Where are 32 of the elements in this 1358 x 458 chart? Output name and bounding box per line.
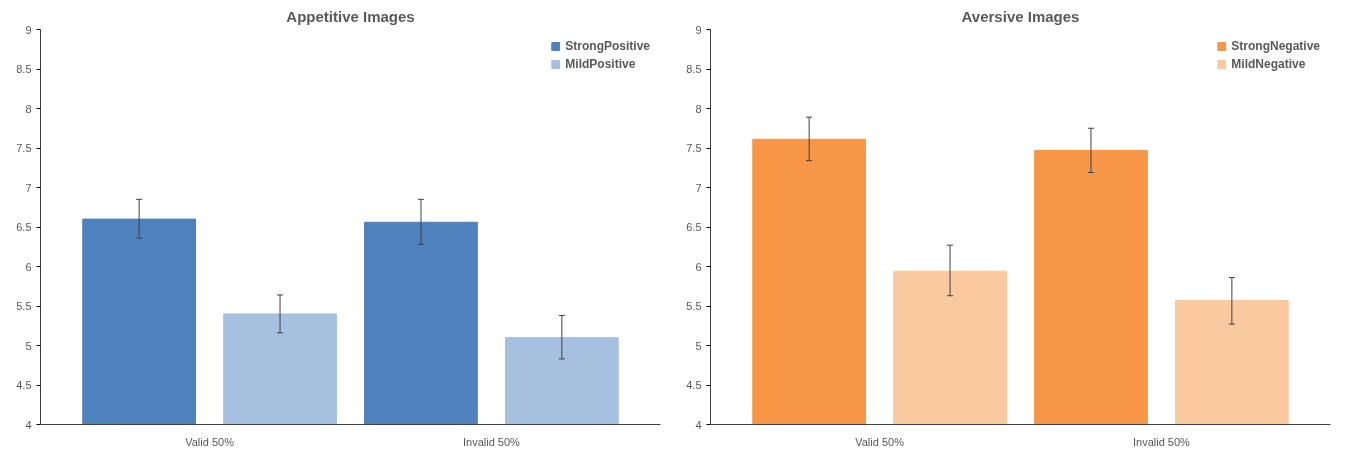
y-tick-label: 5.5 (16, 300, 32, 312)
y-tick-label: 9 (695, 23, 702, 36)
y-tick-label: 4.5 (686, 379, 702, 391)
y-tick-label: 4 (695, 418, 702, 431)
x-tick-label: Valid 50% (855, 435, 905, 448)
y-tick-label: 8 (25, 102, 32, 115)
y-tick-label: 5 (25, 339, 32, 352)
chart-title: Appetitive Images (286, 7, 415, 25)
legend-label: StrongPositive (565, 39, 650, 53)
y-tick-label: 4.5 (16, 379, 32, 391)
legend-label: MildPositive (565, 57, 636, 71)
x-tick-label: Invalid 50% (1132, 435, 1191, 448)
y-tick-label: 6.5 (686, 221, 702, 233)
y-tick-label: 5 (695, 339, 702, 352)
y-tick-label: 5.5 (686, 300, 702, 312)
legend-label: StrongNegative (1231, 39, 1320, 53)
y-tick-label: 8.5 (16, 63, 32, 75)
y-tick-label: 9 (25, 23, 32, 36)
y-tick-label: 7.5 (686, 142, 702, 154)
legend-label: MildNegative (1231, 57, 1306, 71)
y-tick-label: 6 (25, 260, 32, 273)
chart-title: Aversive Images (961, 7, 1080, 25)
x-tick-label: Valid 50% (185, 435, 235, 448)
x-tick-label: Invalid 50% (462, 435, 521, 448)
y-tick-label: 8 (695, 102, 702, 115)
y-tick-label: 6.5 (16, 221, 32, 233)
y-tick-label: 7 (695, 181, 702, 194)
y-tick-label: 7.5 (16, 142, 32, 154)
y-tick-label: 7 (25, 181, 32, 194)
y-tick-label: 6 (695, 260, 702, 273)
y-tick-label: 4 (25, 418, 32, 431)
y-tick-label: 8.5 (686, 63, 702, 75)
